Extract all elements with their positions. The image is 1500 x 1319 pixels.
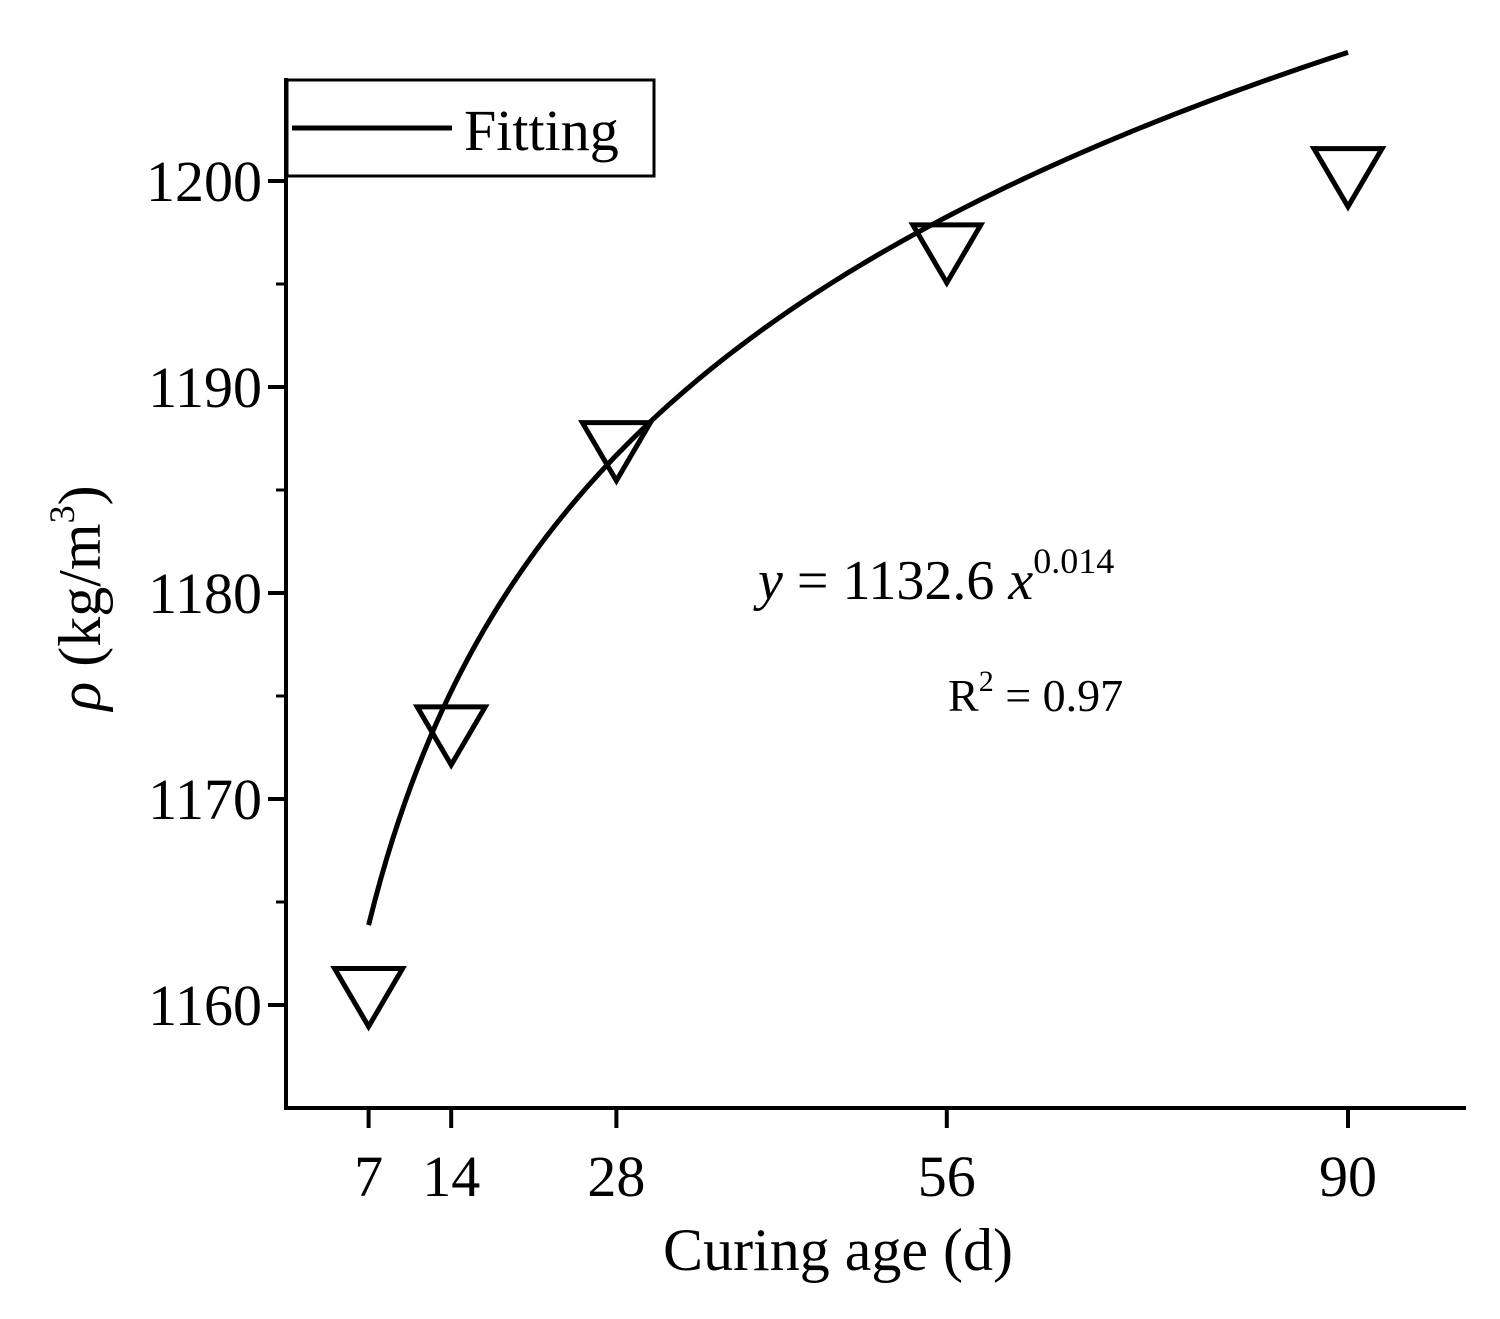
data-point	[908, 222, 986, 288]
legend-label: Fitting	[464, 98, 619, 163]
data-point	[330, 966, 407, 1032]
r-squared: R2 = 0.97	[948, 665, 1123, 721]
y-tick-label: 1190	[148, 355, 262, 420]
x-ticks: 7 14 28 56 90	[354, 1108, 1377, 1209]
y-title-close: )	[47, 485, 113, 505]
x-tick-label: 7	[354, 1144, 383, 1209]
y-ticks: 1160 1170 1180 1190 1200	[146, 149, 286, 1038]
data-point	[1309, 146, 1387, 212]
data-point	[412, 704, 490, 770]
y-tick-label: 1200	[146, 149, 262, 214]
legend: Fitting	[285, 78, 656, 178]
x-tick-label: 90	[1319, 1144, 1377, 1209]
r2-sup: 2	[979, 665, 994, 698]
fit-curve	[366, 49, 1349, 926]
y-tick-label: 1180	[148, 561, 262, 626]
eq-y: y	[753, 550, 783, 612]
x-tick-label: 14	[422, 1144, 480, 1209]
data-markers	[330, 146, 1387, 1032]
y-title-sup: 3	[42, 505, 82, 523]
x-tick-label: 56	[918, 1144, 976, 1209]
eq-x: x	[1007, 550, 1033, 612]
y-tick-label: 1170	[148, 767, 262, 832]
r2-rest: = 0.97	[994, 670, 1123, 721]
plot-area: 1160 1170 1180 1190 1200 7 14 28 56 90	[146, 49, 1466, 1209]
eq-body: = 1132.6	[783, 550, 1009, 612]
r2-r: R	[948, 670, 979, 721]
y-title-symbol: ρ	[47, 682, 113, 713]
eq-exponent: 0.014	[1033, 541, 1114, 581]
x-tick-label: 28	[587, 1144, 645, 1209]
x-axis-title: Curing age (d)	[663, 1217, 1013, 1283]
y-tick-label: 1160	[148, 973, 262, 1038]
y-title-unit: (kg/m	[47, 523, 113, 681]
fit-equation: y = 1132.6 x0.014	[753, 541, 1114, 612]
y-axis-title: ρ (kg/m3)	[42, 485, 113, 712]
data-point	[578, 420, 655, 486]
